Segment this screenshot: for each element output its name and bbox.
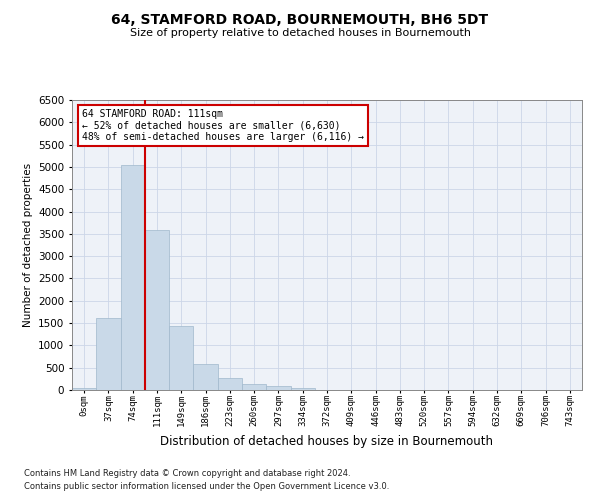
- Bar: [218, 378, 242, 390]
- Bar: [193, 364, 218, 390]
- Bar: [266, 386, 290, 390]
- Bar: [290, 388, 315, 390]
- Text: 64 STAMFORD ROAD: 111sqm
← 52% of detached houses are smaller (6,630)
48% of sem: 64 STAMFORD ROAD: 111sqm ← 52% of detach…: [82, 108, 364, 142]
- Bar: [72, 388, 96, 390]
- Bar: [242, 384, 266, 390]
- Bar: [169, 326, 193, 390]
- Y-axis label: Number of detached properties: Number of detached properties: [23, 163, 32, 327]
- Text: Contains public sector information licensed under the Open Government Licence v3: Contains public sector information licen…: [24, 482, 389, 491]
- Text: 64, STAMFORD ROAD, BOURNEMOUTH, BH6 5DT: 64, STAMFORD ROAD, BOURNEMOUTH, BH6 5DT: [112, 12, 488, 26]
- Text: Contains HM Land Registry data © Crown copyright and database right 2024.: Contains HM Land Registry data © Crown c…: [24, 468, 350, 477]
- Bar: [96, 318, 121, 390]
- Bar: [121, 164, 145, 390]
- X-axis label: Distribution of detached houses by size in Bournemouth: Distribution of detached houses by size …: [161, 434, 493, 448]
- Bar: [145, 230, 169, 390]
- Text: Size of property relative to detached houses in Bournemouth: Size of property relative to detached ho…: [130, 28, 470, 38]
